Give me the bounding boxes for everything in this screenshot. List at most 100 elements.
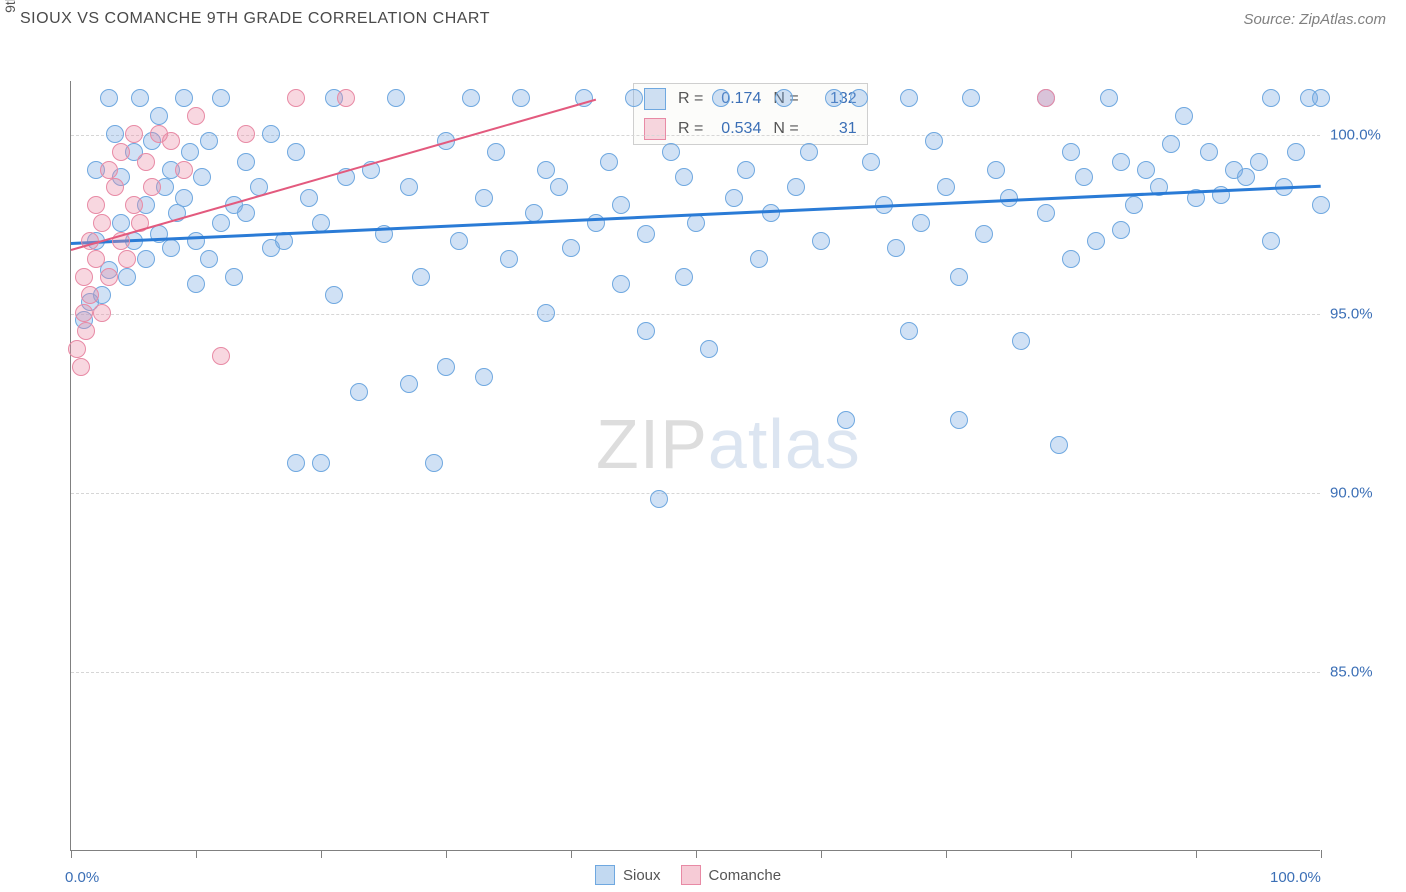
data-point bbox=[637, 322, 655, 340]
x-tick bbox=[1196, 850, 1197, 858]
data-point bbox=[1062, 250, 1080, 268]
data-point bbox=[712, 89, 730, 107]
x-tick-label-min: 0.0% bbox=[65, 869, 99, 886]
x-tick bbox=[196, 850, 197, 858]
data-point bbox=[1012, 332, 1030, 350]
data-point bbox=[287, 143, 305, 161]
data-point bbox=[81, 286, 99, 304]
data-point bbox=[1137, 161, 1155, 179]
x-tick bbox=[821, 850, 822, 858]
data-point bbox=[675, 268, 693, 286]
data-point bbox=[387, 89, 405, 107]
data-point bbox=[87, 196, 105, 214]
data-point bbox=[612, 275, 630, 293]
data-point bbox=[72, 358, 90, 376]
data-point bbox=[118, 268, 136, 286]
data-point bbox=[193, 168, 211, 186]
data-point bbox=[837, 411, 855, 429]
data-point bbox=[200, 132, 218, 150]
data-point bbox=[212, 214, 230, 232]
data-point bbox=[106, 125, 124, 143]
legend-label: Comanche bbox=[709, 867, 782, 884]
data-point bbox=[1162, 135, 1180, 153]
data-point bbox=[987, 161, 1005, 179]
data-point bbox=[212, 89, 230, 107]
data-point bbox=[475, 368, 493, 386]
data-point bbox=[425, 454, 443, 472]
data-point bbox=[900, 89, 918, 107]
data-point bbox=[337, 89, 355, 107]
data-point bbox=[950, 411, 968, 429]
data-point bbox=[1087, 232, 1105, 250]
source-attribution: Source: ZipAtlas.com bbox=[1243, 11, 1386, 28]
data-point bbox=[1200, 143, 1218, 161]
data-point bbox=[887, 239, 905, 257]
data-point bbox=[1112, 221, 1130, 239]
data-point bbox=[287, 454, 305, 472]
data-point bbox=[175, 189, 193, 207]
data-point bbox=[1062, 143, 1080, 161]
legend-label: Sioux bbox=[623, 867, 661, 884]
data-point bbox=[100, 161, 118, 179]
data-point bbox=[137, 250, 155, 268]
data-point bbox=[175, 161, 193, 179]
gridline bbox=[71, 493, 1320, 494]
data-point bbox=[525, 204, 543, 222]
data-point bbox=[131, 89, 149, 107]
data-point bbox=[100, 89, 118, 107]
data-point bbox=[700, 340, 718, 358]
data-point bbox=[187, 275, 205, 293]
data-point bbox=[450, 232, 468, 250]
data-point bbox=[187, 107, 205, 125]
data-point bbox=[812, 232, 830, 250]
data-point bbox=[143, 178, 161, 196]
data-point bbox=[1037, 89, 1055, 107]
legend-item: Sioux bbox=[595, 865, 661, 885]
data-point bbox=[125, 196, 143, 214]
data-point bbox=[93, 304, 111, 322]
data-point bbox=[300, 189, 318, 207]
data-point bbox=[1237, 168, 1255, 186]
data-point bbox=[850, 89, 868, 107]
series-swatch bbox=[644, 88, 666, 110]
data-point bbox=[312, 454, 330, 472]
data-point bbox=[562, 239, 580, 257]
x-tick bbox=[696, 850, 697, 858]
data-point bbox=[125, 125, 143, 143]
data-point bbox=[600, 153, 618, 171]
data-point bbox=[237, 153, 255, 171]
data-point bbox=[1125, 196, 1143, 214]
data-point bbox=[950, 268, 968, 286]
data-point bbox=[1112, 153, 1130, 171]
x-tick-label-max: 100.0% bbox=[1270, 869, 1321, 886]
data-point bbox=[118, 250, 136, 268]
data-point bbox=[162, 239, 180, 257]
data-point bbox=[687, 214, 705, 232]
data-point bbox=[750, 250, 768, 268]
x-tick bbox=[946, 850, 947, 858]
data-point bbox=[100, 268, 118, 286]
gridline bbox=[71, 135, 1320, 136]
data-point bbox=[550, 178, 568, 196]
data-point bbox=[912, 214, 930, 232]
data-point bbox=[737, 161, 755, 179]
y-tick-label: 95.0% bbox=[1330, 305, 1390, 322]
x-tick bbox=[321, 850, 322, 858]
data-point bbox=[925, 132, 943, 150]
data-point bbox=[137, 153, 155, 171]
legend-bottom: Sioux Comanche bbox=[595, 865, 781, 885]
data-point bbox=[112, 143, 130, 161]
data-point bbox=[325, 286, 343, 304]
data-point bbox=[625, 89, 643, 107]
data-point bbox=[662, 143, 680, 161]
legend-swatch bbox=[681, 865, 701, 885]
legend-item: Comanche bbox=[681, 865, 782, 885]
data-point bbox=[1312, 196, 1330, 214]
data-point bbox=[650, 490, 668, 508]
x-tick bbox=[446, 850, 447, 858]
data-point bbox=[462, 89, 480, 107]
data-point bbox=[937, 178, 955, 196]
x-tick bbox=[1321, 850, 1322, 858]
data-point bbox=[675, 168, 693, 186]
data-point bbox=[181, 143, 199, 161]
